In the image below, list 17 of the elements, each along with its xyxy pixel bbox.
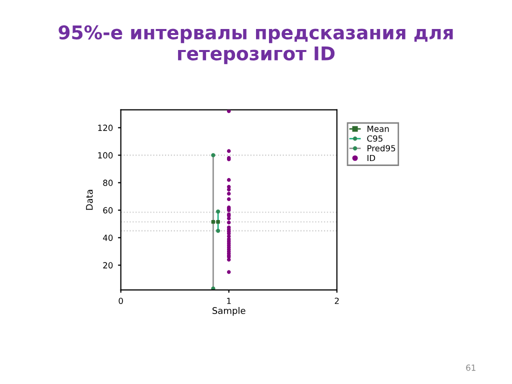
y-tick-label: 80 [103, 180, 113, 186]
x-tick-label: 1 [227, 298, 231, 304]
chart-title: 95%-е интервалы предсказания для гетерозигот ID [58, 25, 453, 64]
y-tick-label: 60 [103, 207, 113, 214]
x-tick-label: 0 [118, 298, 123, 304]
text: 61 [466, 364, 476, 371]
legend-label: Pred95 [368, 144, 396, 152]
legend-label: ID [368, 154, 376, 162]
y-tick-label: 40 [102, 234, 113, 241]
y-tick-label: 20 [103, 262, 113, 268]
x-axis-title: Sample [212, 307, 246, 316]
legend-label: Mean [368, 126, 389, 132]
y-tick-label: 100 [98, 152, 113, 158]
x-tick-label: 2 [334, 298, 339, 304]
y-tick-label: 120 [98, 124, 113, 131]
y-axis-title: Data [86, 190, 93, 210]
legend-label: C95 [367, 135, 382, 142]
